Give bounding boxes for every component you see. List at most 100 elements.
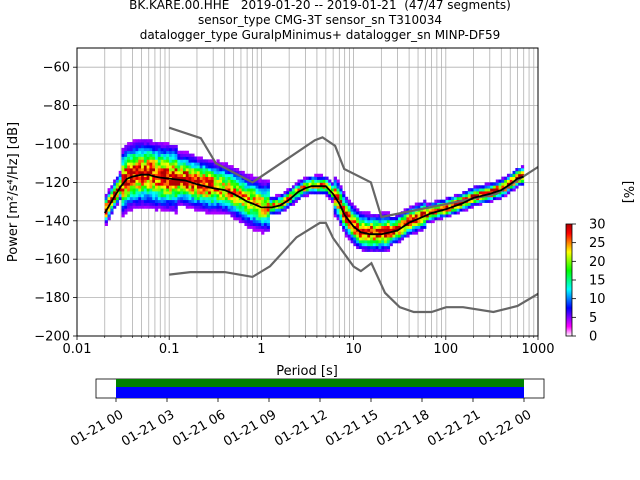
heatmap-cell bbox=[236, 176, 240, 180]
heatmap-cell bbox=[236, 214, 240, 218]
heatmap-cell bbox=[143, 147, 148, 152]
heatmap-cell bbox=[358, 234, 363, 238]
heatmap-cell bbox=[423, 216, 427, 221]
heatmap-cell bbox=[339, 214, 343, 218]
heatmap-cell bbox=[344, 208, 349, 212]
y-tick-label: −120 bbox=[34, 176, 70, 191]
heatmap-cell bbox=[174, 179, 178, 183]
heatmap-cell bbox=[141, 182, 145, 186]
heatmap-cell bbox=[303, 185, 307, 189]
heatmap-cell bbox=[344, 225, 349, 229]
heatmap-cell bbox=[317, 176, 321, 180]
heatmap-cell bbox=[283, 208, 287, 212]
heatmap-cell bbox=[389, 231, 393, 235]
heatmap-cell bbox=[361, 245, 365, 250]
heatmap-cell bbox=[451, 199, 455, 203]
heatmap-cell bbox=[269, 199, 273, 203]
heatmap-cell bbox=[121, 179, 125, 183]
heatmap-cell bbox=[263, 208, 268, 212]
heatmap-cell bbox=[339, 196, 343, 201]
heatmap-cell bbox=[182, 202, 187, 206]
heatmap-cell bbox=[336, 214, 340, 218]
heatmap-cell bbox=[227, 188, 231, 192]
heatmap-cell bbox=[479, 196, 483, 201]
heatmap-cell bbox=[244, 185, 248, 189]
heatmap-cell bbox=[208, 159, 212, 163]
heatmap-cell bbox=[249, 225, 254, 229]
heatmap-cell bbox=[157, 162, 162, 166]
heatmap-cell bbox=[238, 170, 243, 175]
heatmap-cell bbox=[367, 211, 371, 215]
heatmap-cell bbox=[364, 219, 368, 224]
heatmap-cell bbox=[286, 202, 290, 206]
heatmap-cell bbox=[230, 211, 234, 215]
heatmap-cell bbox=[166, 165, 170, 169]
heatmap-cell bbox=[495, 182, 499, 186]
heatmap-cell bbox=[515, 185, 519, 189]
heatmap-cell bbox=[319, 176, 324, 180]
heatmap-cell bbox=[182, 156, 187, 160]
heatmap-cell bbox=[319, 173, 324, 178]
heatmap-cell bbox=[263, 211, 268, 215]
heatmap-cell bbox=[155, 165, 159, 169]
heatmap-cell bbox=[378, 219, 382, 224]
heatmap-cell bbox=[425, 216, 430, 221]
heatmap-cell bbox=[152, 142, 156, 146]
heatmap-cell bbox=[146, 153, 150, 157]
heatmap-cell bbox=[163, 144, 167, 149]
heatmap-cell bbox=[414, 214, 418, 218]
heatmap-cell bbox=[509, 185, 513, 189]
heatmap-cell bbox=[515, 173, 519, 178]
heatmap-cell bbox=[389, 242, 393, 247]
heatmap-cell bbox=[202, 208, 206, 212]
heatmap-cell bbox=[191, 188, 195, 192]
heatmap-cell bbox=[400, 216, 405, 221]
heatmap-cell bbox=[370, 234, 374, 238]
heatmap-cell bbox=[305, 191, 310, 195]
heatmap-cell bbox=[171, 153, 175, 157]
heatmap-cell bbox=[236, 182, 240, 186]
heatmap-cell bbox=[425, 219, 430, 224]
heatmap-cell bbox=[353, 211, 357, 215]
heatmap-cell bbox=[328, 191, 332, 195]
heatmap-cell bbox=[381, 248, 385, 252]
plot-frame bbox=[76, 47, 539, 337]
heatmap-cell bbox=[185, 191, 189, 195]
heatmap-cell bbox=[233, 168, 237, 172]
heatmap-cell bbox=[275, 208, 279, 212]
heatmap-cell bbox=[520, 173, 525, 178]
heatmap-cell bbox=[375, 216, 379, 221]
heatmap-cell bbox=[155, 162, 159, 166]
heatmap-cell bbox=[124, 211, 128, 215]
heatmap-cell bbox=[191, 176, 195, 180]
heatmap-cell bbox=[171, 162, 175, 166]
heatmap-cell bbox=[149, 165, 153, 169]
heatmap-cell bbox=[336, 179, 340, 183]
heatmap-cell bbox=[196, 205, 201, 209]
heatmap-cell bbox=[143, 182, 148, 186]
heatmap-cell bbox=[180, 179, 184, 183]
heatmap-cell bbox=[470, 193, 474, 198]
heatmap-cell bbox=[462, 196, 466, 201]
heatmap-cell bbox=[280, 196, 284, 201]
heatmap-cell bbox=[420, 202, 424, 206]
heatmap-cell bbox=[224, 191, 229, 195]
heatmap-cell bbox=[300, 179, 304, 183]
heatmap-cell bbox=[333, 202, 337, 206]
heatmap-cell bbox=[224, 188, 229, 192]
heatmap-cell bbox=[138, 182, 142, 186]
heatmap-cell bbox=[428, 216, 432, 221]
heatmap-cell bbox=[258, 208, 262, 212]
heatmap-cell bbox=[347, 199, 351, 203]
heatmap-cell bbox=[180, 185, 184, 189]
heatmap-cell bbox=[115, 199, 120, 203]
heatmap-cell bbox=[266, 191, 270, 195]
heatmap-cell bbox=[152, 144, 156, 149]
y-axis-label: Power [m²/s⁴/Hz] [dB] bbox=[6, 122, 21, 262]
heatmap-cell bbox=[141, 144, 145, 149]
heatmap-cell bbox=[113, 199, 117, 203]
timeline-tick-label: 01-21 15 bbox=[323, 407, 381, 449]
heatmap-cell bbox=[196, 202, 201, 206]
heatmap-cell bbox=[191, 170, 195, 175]
heatmap-cell bbox=[160, 159, 164, 163]
